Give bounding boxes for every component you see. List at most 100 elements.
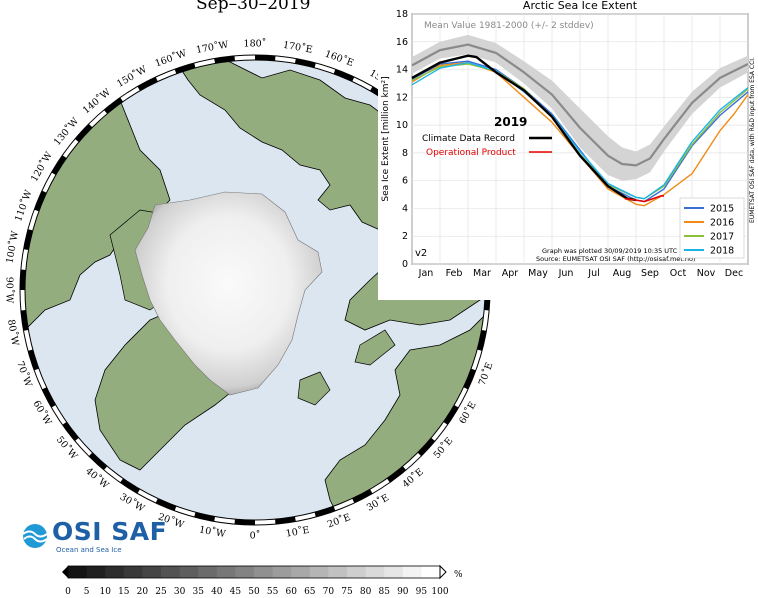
longitude-label: 100˚W <box>4 230 22 264</box>
colorbar-bin <box>272 566 292 578</box>
colorbar-tick-label: 55 <box>267 587 279 597</box>
colorbar-low-arrow <box>62 566 68 578</box>
colorbar-tick-label: 0 <box>65 587 71 597</box>
logo-subtitle: Ocean and Sea Ice <box>56 546 122 554</box>
colorbar-bin <box>421 566 441 578</box>
map-frame-segment <box>294 58 316 68</box>
version-label: v2 <box>415 248 427 259</box>
x-tick-label: Mar <box>473 268 491 279</box>
map-frame-segment <box>194 512 216 522</box>
colorbar-tick-label: 40 <box>211 587 223 597</box>
x-tick-label: Sep <box>641 268 659 279</box>
y-tick-label: 14 <box>396 65 408 76</box>
longitude-label: 10˚E <box>285 524 311 540</box>
map-frame-segment <box>23 229 33 251</box>
colorbar-tick-label: 50 <box>248 587 260 597</box>
map-frame-segment <box>463 368 476 390</box>
map-frame-segment <box>214 55 235 64</box>
map-frame-segment <box>352 489 373 503</box>
map-frame-segment <box>137 77 158 91</box>
side-note: EUMETSAT OSI SAF data, with R&D input fr… <box>749 57 756 223</box>
land-svalbard <box>297 371 331 406</box>
map-frame-segment <box>20 269 26 290</box>
y-tick-label: 6 <box>402 176 408 187</box>
mean-line <box>411 43 749 167</box>
map-frame-segment <box>234 519 255 525</box>
longitude-label: 20˚E <box>326 511 353 530</box>
longitude-label: 160˚E <box>323 48 355 69</box>
op-legend-label: Operational Product <box>426 148 516 158</box>
y-tick-label: 12 <box>396 92 408 103</box>
sea-ice-extent-chart: Arctic Sea Ice Extent 0 2 4 6 8 10 12 14 16 18 Jan F… <box>378 0 758 300</box>
map-frame-segment <box>51 155 67 175</box>
map-frame-segment <box>314 506 336 517</box>
x-tick-label: Apr <box>502 268 519 279</box>
colorbar-tick-label: 90 <box>397 587 409 597</box>
colorbar-bin <box>328 566 348 578</box>
colorbar-bin <box>216 566 236 578</box>
map-frame-segment <box>88 452 108 471</box>
map-frame-segment <box>155 498 177 511</box>
x-tick-label: Nov <box>697 268 716 279</box>
x-tick-label: Aug <box>613 268 632 279</box>
x-tick-label: Jun <box>558 268 574 279</box>
colorbar-bin <box>402 566 422 578</box>
map-frame-segment <box>34 190 47 212</box>
y-tick-label: 0 <box>402 259 408 270</box>
map-date-title: Sep–30–2019 <box>196 0 311 14</box>
y-tick-label: 16 <box>396 37 408 48</box>
x-tick-label: May <box>528 268 548 279</box>
colorbar-bin <box>68 566 88 578</box>
map-frame-segment <box>74 123 93 143</box>
map-frame-segment <box>42 387 56 408</box>
legend-label: 2017 <box>710 232 734 243</box>
longitude-label: 70˚E <box>476 361 495 388</box>
sea-ice <box>134 191 323 396</box>
colorbar-bin <box>291 566 311 578</box>
y-tick-label: 10 <box>396 120 408 131</box>
colorbar-bin <box>347 566 367 578</box>
colorbar-tick-label: 35 <box>192 587 204 597</box>
legend-label: 2015 <box>710 204 734 215</box>
colorbar-tick-label: 100 <box>431 587 448 597</box>
colorbar-bin <box>309 566 329 578</box>
mean-label: Mean Value 1981-2000 (+/- 2 stddev) <box>424 21 594 31</box>
x-tick-label: Dec <box>725 268 743 279</box>
colorbar-tick-label: 15 <box>118 587 130 597</box>
colorbar-bin <box>198 566 218 578</box>
legend-label: 2018 <box>710 246 734 257</box>
colorbar-bin <box>161 566 181 578</box>
map-frame-segment <box>275 516 296 525</box>
colorbar-tick-label: 45 <box>230 587 242 597</box>
map-frame-segment <box>417 437 436 457</box>
map-frame-segment <box>20 310 29 331</box>
colorbar-tick-label: 75 <box>341 587 353 597</box>
map-frame-segment <box>386 466 407 483</box>
series-line-2019-operational <box>624 195 664 203</box>
map-frame-segment <box>333 69 355 82</box>
osi-saf-logo-icon <box>22 524 48 548</box>
chart-title: Arctic Sea Ice Extent <box>523 0 638 12</box>
colorbar-unit: % <box>454 570 463 580</box>
colorbar-tick-label: 25 <box>155 587 167 597</box>
legend-label: 2016 <box>710 218 734 229</box>
land-siberia <box>174 60 401 231</box>
colorbar-bin <box>142 566 162 578</box>
year-label: 2019 <box>494 115 527 129</box>
longitude-label: 170˚E <box>282 39 314 56</box>
y-tick-label: 18 <box>396 9 408 20</box>
series-line-2019-cdr <box>411 54 637 202</box>
concentration-colorbar: 0 5 10 15 20 25 30 35 40 45 50 55 60 65 70 75 80 85 90 95 10… <box>62 564 463 597</box>
colorbar-bin <box>235 566 255 578</box>
longitude-label: 180˚ <box>244 38 267 50</box>
map-frame-segment <box>120 478 140 494</box>
land-novaya-zemlya <box>354 329 396 366</box>
map-frame-segment <box>174 63 196 74</box>
x-tick-label: Feb <box>446 268 463 279</box>
colorbar-tick-label: 5 <box>84 587 90 597</box>
map-frame-segment <box>62 421 79 442</box>
colorbar-tick-label: 80 <box>360 587 372 597</box>
longitude-label: 170˚W <box>195 38 229 56</box>
map-frame-segment <box>477 329 487 351</box>
